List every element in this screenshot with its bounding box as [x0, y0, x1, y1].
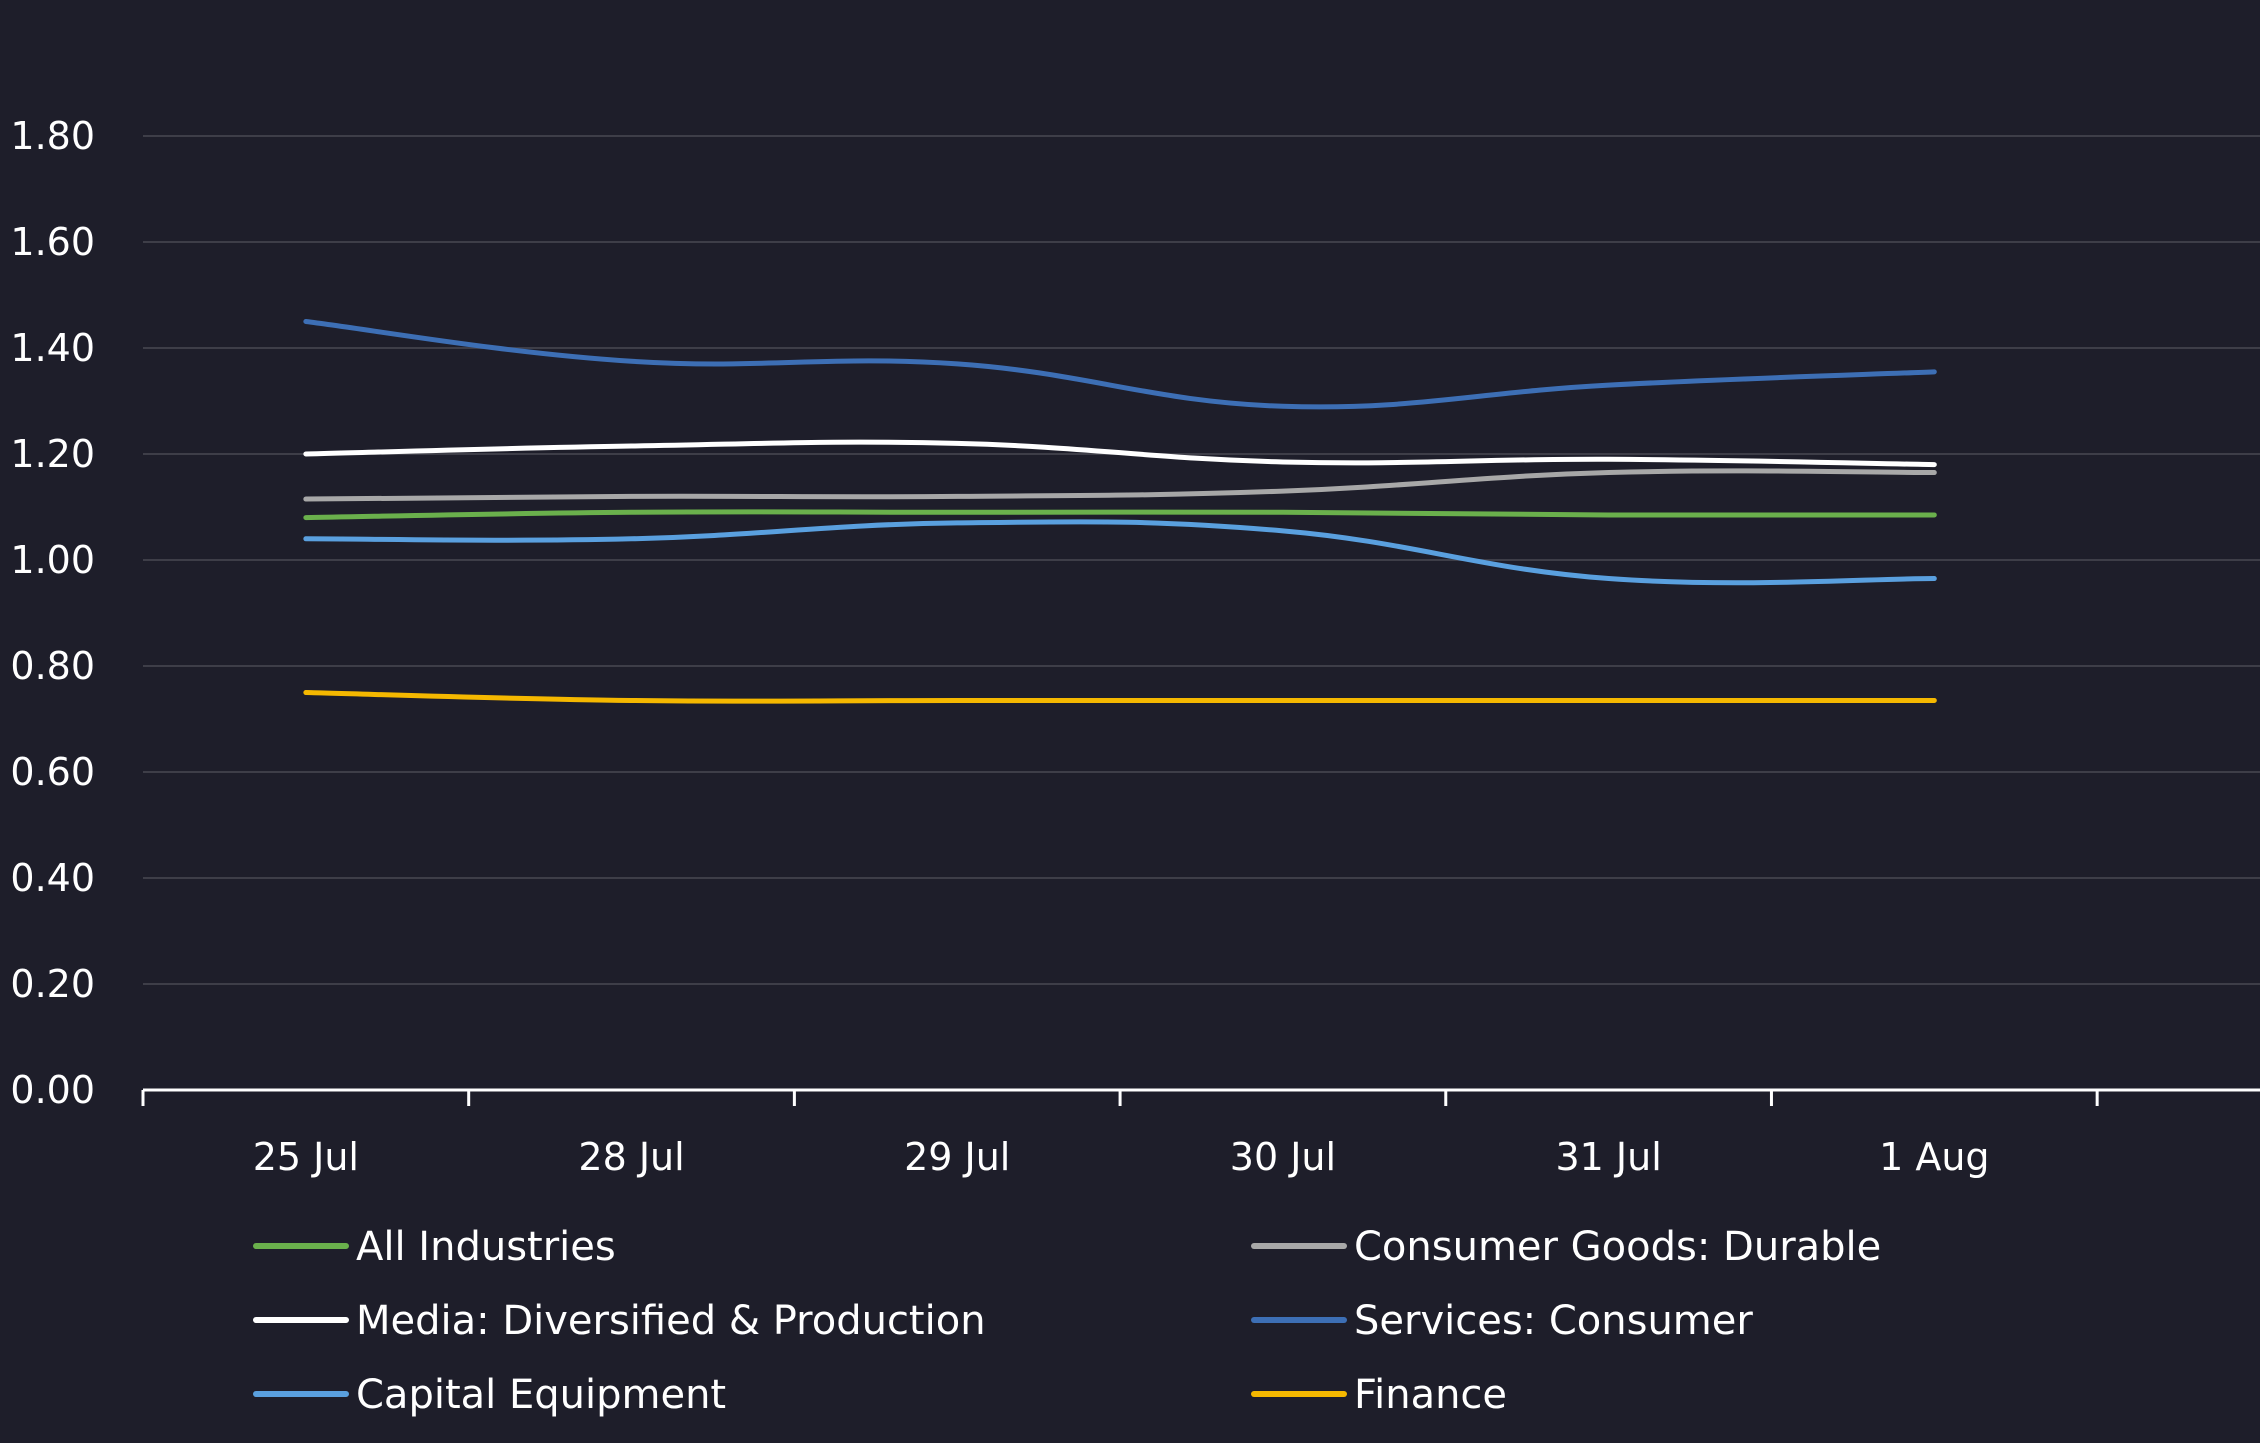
- series-line-all-industries: [303, 509, 1937, 521]
- grid-lines: [143, 135, 2260, 985]
- legend: All Industries Consumer Goods: Durable Med…: [253, 1224, 1881, 1418]
- legend-item-all-industries[interactable]: All Industries: [253, 1224, 616, 1270]
- legend-label: Services: Consumer: [1354, 1298, 1753, 1344]
- series-line-capital-equipment: [303, 519, 1937, 586]
- series-line-media-diversified-production: [303, 439, 1937, 468]
- x-tick-label: 28 Jul: [578, 1135, 684, 1179]
- legend-item-media-diversified-production[interactable]: Media: Diversified & Production: [253, 1298, 986, 1344]
- x-axis: 25 Jul 28 Jul 29 Jul 30 Jul 31 Jul 1 Aug: [141, 1088, 2260, 1179]
- legend-label: All Industries: [356, 1224, 616, 1270]
- legend-item-consumer-goods-durable[interactable]: Consumer Goods: Durable: [1251, 1224, 1881, 1270]
- y-axis-tick-labels: 0.00 0.20 0.40 0.60 0.80 1.00 1.20 1.40 1.60 1.80: [10, 114, 95, 1112]
- series-line-services-consumer: [303, 319, 1937, 410]
- legend-item-finance[interactable]: Finance: [1251, 1372, 1507, 1418]
- series-line-finance: [303, 690, 1937, 704]
- y-tick-label: 1.00: [10, 538, 95, 582]
- legend-label: Media: Diversified & Production: [356, 1298, 986, 1344]
- y-tick-label: 0.80: [10, 644, 95, 688]
- legend-label: Capital Equipment: [356, 1372, 726, 1418]
- series-lines: [303, 319, 1937, 704]
- x-tick-label: 30 Jul: [1230, 1135, 1336, 1179]
- x-tick-label: 25 Jul: [253, 1135, 359, 1179]
- x-tick-label: 1 Aug: [1879, 1135, 1989, 1179]
- legend-item-capital-equipment[interactable]: Capital Equipment: [253, 1372, 726, 1418]
- y-tick-label: 0.40: [10, 856, 95, 900]
- y-tick-label: 0.00: [10, 1068, 95, 1112]
- y-tick-label: 0.60: [10, 750, 95, 794]
- series-line-consumer-goods-durable: [303, 468, 1937, 502]
- y-tick-label: 1.40: [10, 326, 95, 370]
- y-tick-label: 1.80: [10, 114, 95, 158]
- y-tick-label: 1.60: [10, 220, 95, 264]
- legend-label: Consumer Goods: Durable: [1354, 1224, 1881, 1270]
- y-tick-label: 1.20: [10, 432, 95, 476]
- y-tick-label: 0.20: [10, 962, 95, 1006]
- x-tick-label: 31 Jul: [1555, 1135, 1661, 1179]
- x-tick-label: 29 Jul: [904, 1135, 1010, 1179]
- legend-label: Finance: [1354, 1372, 1507, 1418]
- legend-item-services-consumer[interactable]: Services: Consumer: [1251, 1298, 1753, 1344]
